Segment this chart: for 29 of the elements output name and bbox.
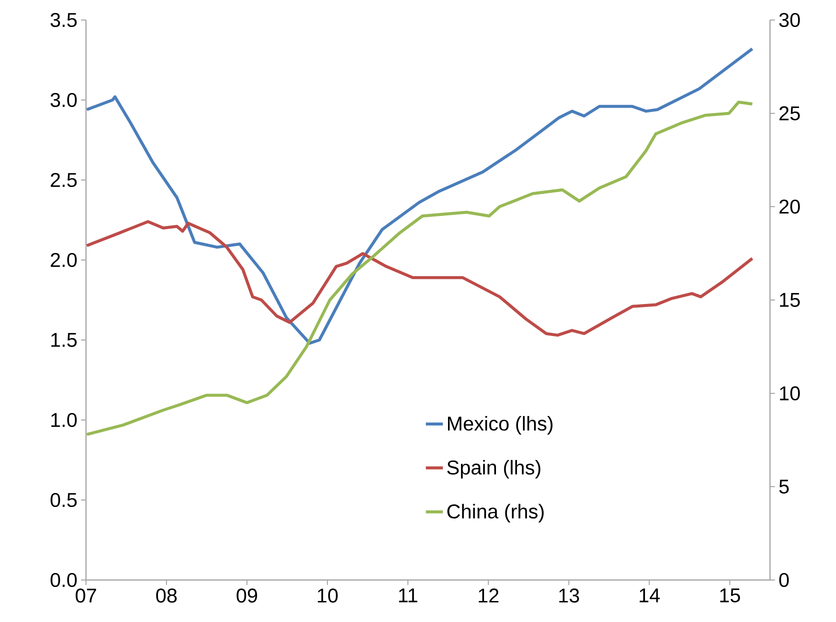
y2-tick-label: 10 <box>780 386 800 400</box>
line-series <box>85 100 754 436</box>
y-tick-label: 1.0 <box>51 412 77 428</box>
y-tick-label: 0.0 <box>50 572 77 588</box>
line-series <box>85 47 754 345</box>
y-tick-label: 3.5 <box>50 12 77 28</box>
legend-label: China (rhs) <box>447 504 544 522</box>
y2-tick-label: 15 <box>780 293 800 307</box>
y2-tick-label: 25 <box>779 106 800 120</box>
x-tick-label: 07 <box>76 588 96 603</box>
x-tick-label: 13 <box>559 588 580 603</box>
x-tick-label: 10 <box>318 588 338 603</box>
x-tick-label: 11 <box>399 588 418 602</box>
y2-tick-label: 0 <box>779 572 789 588</box>
y2-tick-label: 5 <box>779 480 789 494</box>
y-tick-label: 3.0 <box>50 92 77 108</box>
legend-label: Mexico (lhs) <box>448 416 552 435</box>
legend-label: Spain (lhs) <box>447 460 540 479</box>
x-tick-label: 14 <box>640 588 660 602</box>
x-tick-label: 15 <box>720 588 740 602</box>
x-tick-label: 12 <box>478 588 498 602</box>
y-tick-label: 2.5 <box>50 172 77 188</box>
y2-tick-label: 20 <box>779 200 800 214</box>
x-tick-label: 08 <box>156 588 177 603</box>
y-tick-label: 0.5 <box>50 492 77 508</box>
y2-tick-label: 30 <box>779 12 800 28</box>
y-tick-label: 2.0 <box>50 252 77 268</box>
y-tick-label: 1.5 <box>51 333 77 347</box>
x-tick-label: 09 <box>236 588 258 603</box>
